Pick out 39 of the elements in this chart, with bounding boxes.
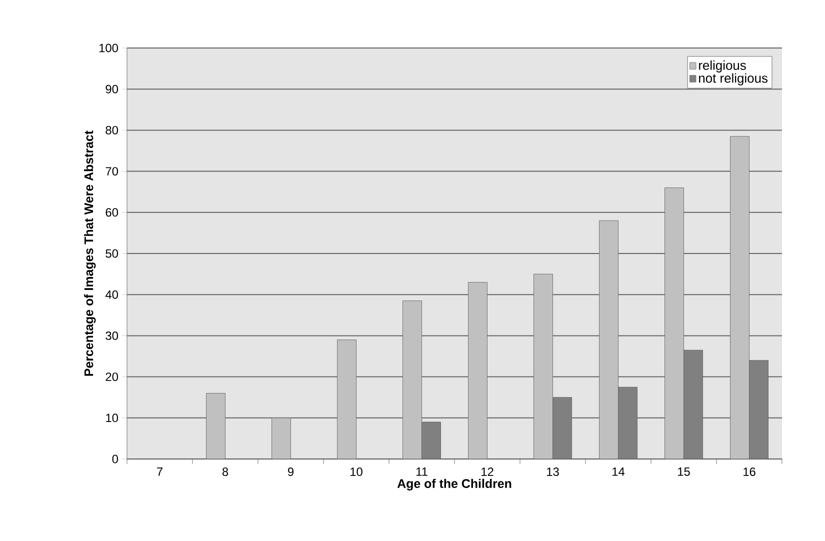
x-tick-label: 7 <box>157 468 162 476</box>
x-tick-label: 16 <box>744 468 756 476</box>
bar <box>402 300 422 459</box>
bar <box>272 418 291 459</box>
bar <box>618 386 638 459</box>
bar <box>422 422 441 459</box>
x-tick-label: 13 <box>547 468 559 476</box>
bar <box>664 188 684 459</box>
x-tick-label: 15 <box>678 468 690 476</box>
y-tick-label: 10 <box>106 414 118 422</box>
legend-label: not religious <box>699 73 768 86</box>
legend-label: religious <box>699 60 746 72</box>
y-tick-label: 0 <box>112 454 118 464</box>
y-axis-title: Percentage of Images That Were Abstract <box>84 130 96 376</box>
bar <box>468 282 488 459</box>
y-tick-label: 20 <box>106 372 118 382</box>
bar <box>749 360 768 459</box>
x-tick-label: 14 <box>612 468 625 476</box>
bar <box>206 393 226 459</box>
x-tick-label: 10 <box>350 468 362 476</box>
y-tick-label: 40 <box>105 290 118 299</box>
y-tick-label: 60 <box>106 208 118 217</box>
bar <box>552 397 572 459</box>
y-tick-label: 90 <box>106 84 118 94</box>
y-tick-label: 70 <box>106 167 118 176</box>
bar <box>534 274 553 459</box>
y-tick-label: 50 <box>106 249 118 258</box>
y-tick-label: 100 <box>99 44 118 52</box>
x-axis-title: Age of the Children <box>397 478 512 490</box>
bar <box>337 340 356 459</box>
bar <box>684 350 703 459</box>
bar <box>730 136 750 459</box>
y-tick-label: 30 <box>106 331 118 340</box>
y-tick-label: 80 <box>106 126 118 134</box>
x-tick-label: 9 <box>288 468 294 476</box>
x-tick-label: 8 <box>222 468 228 476</box>
x-tick-label: 12 <box>482 468 494 476</box>
x-tick-label: 11 <box>416 468 428 476</box>
bar <box>599 220 618 459</box>
